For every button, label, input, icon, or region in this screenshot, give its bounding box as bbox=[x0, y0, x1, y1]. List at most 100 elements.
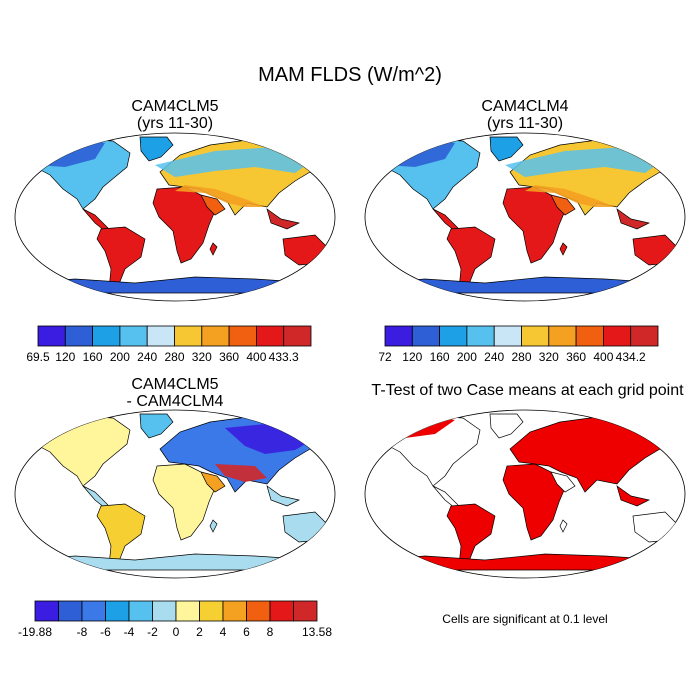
colorbar-tick-label: 200 bbox=[110, 350, 130, 364]
colorbar-swatch bbox=[92, 325, 121, 347]
colorbar-tick-label: 360 bbox=[566, 350, 586, 364]
colorbar-swatch bbox=[199, 600, 224, 622]
colorbar-tick-label: 280 bbox=[164, 350, 184, 364]
map-top-right bbox=[364, 132, 686, 302]
colorbar-tick-label: -4 bbox=[124, 625, 135, 639]
colorbar-swatch bbox=[228, 325, 257, 347]
colorbar-top-right: 72 120 160 200 240 280 320 360 400 434.2 bbox=[378, 325, 659, 364]
colorbar-swatch bbox=[283, 325, 312, 347]
land-seAsia bbox=[616, 208, 651, 230]
panel-title-line2: (yrs 11-30) bbox=[486, 115, 564, 132]
colorbar-tick-label: 160 bbox=[83, 350, 103, 364]
panel-title-line1: CAM4CLM4 bbox=[481, 98, 569, 115]
colorbar-tick-label: 160 bbox=[430, 350, 450, 364]
land-nz bbox=[332, 262, 335, 274]
colorbar-tick-label: 120 bbox=[55, 350, 75, 364]
colorbar-swatch bbox=[521, 325, 550, 347]
significance-note: Cells are significant at 0.1 level bbox=[442, 612, 608, 626]
colorbar-swatch bbox=[37, 325, 66, 347]
colorbar-swatch bbox=[493, 325, 522, 347]
colorbar-swatch bbox=[411, 325, 440, 347]
land-nz bbox=[682, 539, 685, 551]
colorbar-swatch bbox=[603, 325, 632, 347]
colorbar-swatch bbox=[575, 325, 604, 347]
map-top-left bbox=[14, 132, 336, 302]
colorbar-tick-label: -19.88 bbox=[18, 625, 52, 639]
land-seAsia bbox=[266, 208, 301, 230]
colorbar-tick-label: 69.5 bbox=[26, 350, 50, 364]
colorbar-swatch bbox=[201, 325, 230, 347]
panel-title-line1: CAM4CLM5 bbox=[131, 98, 219, 115]
land-seAsia bbox=[266, 485, 301, 507]
colorbar-swatch bbox=[269, 600, 294, 622]
colorbar-tick-label: 8 bbox=[267, 625, 274, 639]
colorbar-swatch bbox=[105, 600, 130, 622]
panel-title-top-left: CAM4CLM5 (yrs 11-30) bbox=[25, 98, 325, 132]
cold-band-north bbox=[155, 147, 315, 177]
colorbar-swatch bbox=[246, 600, 271, 622]
colorbar-swatch bbox=[439, 325, 468, 347]
colorbar-swatch bbox=[384, 325, 413, 347]
strong-positive-region bbox=[215, 464, 267, 482]
colorbar-tick-label: 0 bbox=[173, 625, 180, 639]
land-greenland bbox=[489, 413, 524, 439]
colorbar-tick-label: 4 bbox=[220, 625, 227, 639]
colorbar-swatch bbox=[81, 600, 106, 622]
colorbar-tick-label: 400 bbox=[246, 350, 266, 364]
land-madagascar bbox=[559, 242, 568, 256]
land-antarctica bbox=[374, 276, 676, 294]
land-arabia bbox=[200, 471, 226, 493]
figure-title: MAM FLDS (W/m^2) bbox=[258, 64, 442, 86]
land-greenland bbox=[489, 136, 524, 162]
colorbar-tick-label: 433.3 bbox=[269, 350, 299, 364]
panel-title-line2: - CAM4CLM4 bbox=[126, 393, 224, 410]
colorbar-tick-label: 320 bbox=[192, 350, 212, 364]
cold-band-north bbox=[505, 147, 665, 177]
panel-title-line1: CAM4CLM5 bbox=[131, 376, 219, 393]
colorbar-tick-label: 6 bbox=[243, 625, 250, 639]
land-madagascar bbox=[209, 519, 218, 533]
land-greenland bbox=[139, 413, 174, 439]
land-arabia bbox=[550, 471, 576, 493]
colorbar-swatch bbox=[64, 325, 94, 347]
map-bottom-right bbox=[364, 409, 686, 579]
colorbar-tick-label: 434.2 bbox=[616, 350, 646, 364]
colorbar-swatch bbox=[293, 600, 318, 622]
land-greenland bbox=[139, 136, 174, 162]
colorbar-swatch bbox=[58, 600, 83, 622]
colorbar-tick-label: -6 bbox=[100, 625, 111, 639]
colorbar-tick-label: -2 bbox=[147, 625, 158, 639]
colorbar-tick-label: 120 bbox=[402, 350, 422, 364]
colorbar-swatch bbox=[128, 600, 153, 622]
colorbar-swatch bbox=[466, 325, 495, 347]
colorbar-tick-label: 240 bbox=[484, 350, 504, 364]
colorbar-tick-label: 240 bbox=[137, 350, 157, 364]
panel-title-bottom-right: T-Test of two Case means at each grid po… bbox=[355, 382, 700, 399]
colorbar-tick-label: 72 bbox=[378, 350, 392, 364]
land-nz bbox=[332, 539, 335, 551]
colorbar-swatch bbox=[222, 600, 247, 622]
colorbar-swatch bbox=[119, 325, 148, 347]
land-antarctica bbox=[24, 276, 326, 294]
colorbar-swatch bbox=[152, 600, 177, 622]
colorbar-swatch bbox=[630, 325, 659, 347]
colorbar-bottom-left: -19.88 -8 -6 -4 -2 0 2 4 6 8 13.58 bbox=[18, 600, 332, 639]
land-madagascar bbox=[559, 519, 568, 533]
colorbar-tick-label: 320 bbox=[539, 350, 559, 364]
colorbar-swatch bbox=[34, 600, 59, 622]
colorbar-tick-label: 200 bbox=[457, 350, 477, 364]
colorbar-swatch bbox=[146, 325, 175, 347]
colorbar-tick-label: 360 bbox=[219, 350, 239, 364]
land-arabia bbox=[550, 194, 576, 216]
colorbar-tick-label: 2 bbox=[196, 625, 203, 639]
colorbar-tick-label: 13.58 bbox=[302, 625, 332, 639]
warm-band bbox=[175, 185, 265, 207]
colorbar-top-left: 69.5 120 160 200 240 280 320 360 400 433.3 bbox=[26, 325, 312, 364]
panel-title-top-right: CAM4CLM4 (yrs 11-30) bbox=[375, 98, 675, 132]
colorbar-tick-label: 280 bbox=[511, 350, 531, 364]
colorbar-swatch bbox=[175, 600, 200, 622]
colorbar-tick-label: 400 bbox=[593, 350, 613, 364]
land-antarctica bbox=[374, 553, 676, 571]
colorbar-swatch bbox=[548, 325, 577, 347]
